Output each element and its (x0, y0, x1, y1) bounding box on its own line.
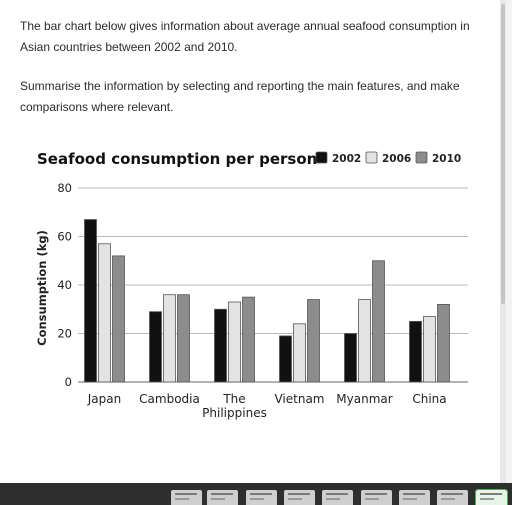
bar-2010-vietnam (307, 299, 320, 383)
question-card: The bar chart below gives information ab… (0, 0, 506, 483)
y-axis-label: Consumption (kg) (35, 230, 49, 346)
category-label: Cambodia (139, 392, 200, 406)
window-thumbnail[interactable] (322, 490, 353, 505)
thumbnail-line (326, 498, 340, 500)
bar-2006-vietnam (293, 323, 306, 383)
thumbnail-line (250, 493, 272, 495)
legend-swatch-2010 (415, 151, 428, 164)
thumbnail-line (365, 493, 387, 495)
thumbnail-line (365, 498, 379, 500)
thumbnail-line (175, 493, 197, 495)
chart-legend: 2002 2006 2010 (315, 151, 461, 165)
thumbnail-line (211, 493, 233, 495)
scrollbar-thumb[interactable] (501, 4, 505, 304)
bar-2010-the-philippines (242, 296, 255, 383)
thumbnail-line (250, 498, 264, 500)
category-label: Philippines (202, 406, 267, 420)
window-thumbnail[interactable] (437, 490, 468, 505)
thumbnail-line (480, 493, 502, 495)
window-thumbnail[interactable] (399, 490, 430, 505)
window-thumbnail[interactable] (475, 489, 508, 505)
legend-label: 2002 (332, 153, 361, 165)
y-tick-label: 40 (57, 278, 72, 292)
seafood-bar-chart: Seafood consumption per person 2002 2006 2… (35, 150, 468, 420)
thumbnail-line (441, 493, 463, 495)
bar-2006-myanmar (358, 299, 371, 383)
window-thumbnail[interactable] (246, 490, 277, 505)
bar-2002-china (409, 320, 422, 383)
legend-swatch-2006 (365, 151, 378, 164)
category-label: Myanmar (336, 392, 392, 406)
y-axis-ticks: 0 20 40 60 80 (57, 181, 72, 389)
bar-2002-cambodia (149, 311, 162, 383)
thumbnail-line (480, 498, 494, 500)
bar-2010-myanmar (372, 260, 385, 383)
window-thumbnail[interactable] (361, 490, 392, 505)
chart-bars (84, 219, 450, 383)
thumbnail-line (288, 493, 310, 495)
thumbnail-line (403, 498, 417, 500)
category-label: Japan (87, 392, 121, 406)
thumbnail-line (288, 498, 302, 500)
thumbnail-line (175, 498, 189, 500)
taskbar (0, 483, 512, 505)
legend-label: 2010 (432, 153, 461, 165)
y-tick-label: 80 (57, 181, 72, 195)
thumbnail-line (326, 493, 348, 495)
bar-2010-china (437, 303, 450, 383)
category-label: The (222, 392, 245, 406)
bar-2002-myanmar (344, 333, 357, 383)
y-tick-label: 60 (57, 230, 72, 244)
category-label: Vietnam (274, 392, 324, 406)
bar-2010-cambodia (177, 294, 190, 383)
window-thumbnail[interactable] (284, 490, 315, 505)
legend-swatch-2002 (315, 151, 328, 164)
prompt-paragraph-2: Summarise the information by selecting a… (20, 79, 460, 114)
bar-2006-china (423, 316, 436, 383)
bar-2010-japan (112, 255, 125, 383)
chart-gridlines (78, 187, 468, 383)
thumbnail-line (403, 493, 425, 495)
window-thumbnail[interactable] (207, 490, 238, 505)
bar-2006-cambodia (163, 294, 176, 383)
category-label: China (412, 392, 446, 406)
window-thumbnail[interactable] (171, 490, 202, 505)
bar-2002-japan (84, 219, 97, 383)
scrollbar[interactable] (500, 0, 506, 483)
chart-title: Seafood consumption per person (37, 150, 317, 168)
y-tick-label: 20 (57, 327, 72, 341)
bar-2006-japan (98, 243, 111, 383)
thumbnail-line (211, 498, 225, 500)
bar-2002-the-philippines (214, 308, 227, 383)
legend-label: 2006 (382, 153, 411, 165)
thumbnail-line (441, 498, 455, 500)
prompt-paragraph-1: The bar chart below gives information ab… (20, 19, 470, 54)
bar-2002-vietnam (279, 335, 292, 383)
y-tick-label: 0 (65, 375, 72, 389)
bar-2006-the-philippines (228, 301, 241, 383)
